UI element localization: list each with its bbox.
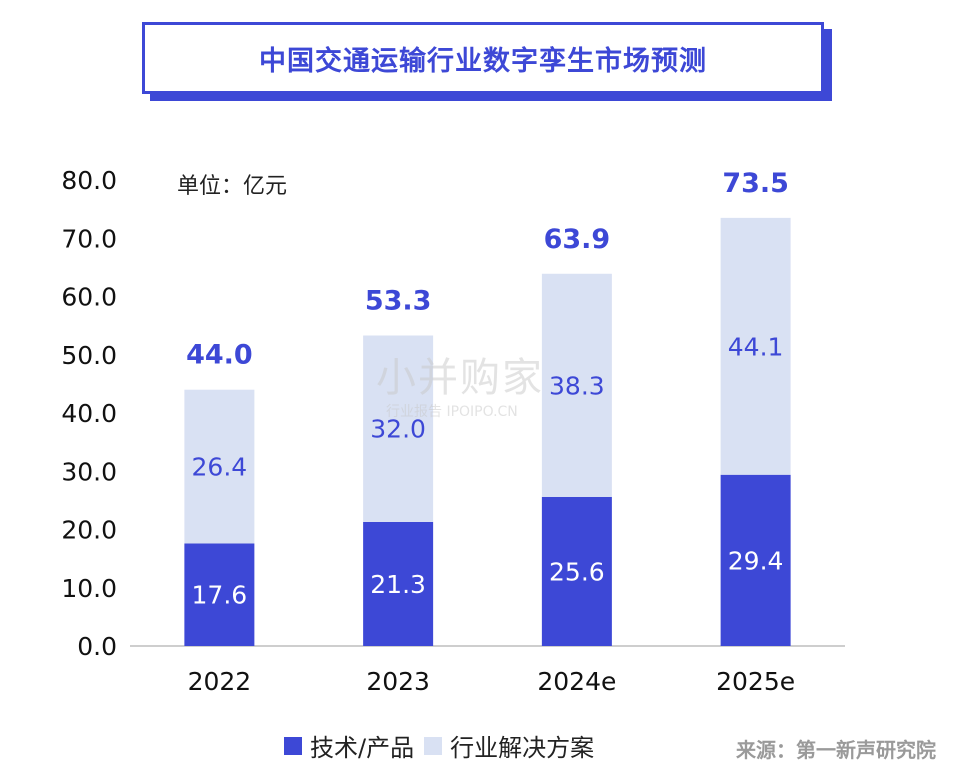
legend-label-tech: 技术/产品 <box>310 734 415 762</box>
y-tick-label: 40.0 <box>61 399 117 428</box>
legend-item-tech: 技术/产品 <box>284 728 414 763</box>
unit-label: 单位：亿元 <box>177 174 288 199</box>
x-tick-label: 2023 <box>366 667 430 696</box>
total-label: 44.0 <box>186 340 253 371</box>
y-tick-label: 60.0 <box>61 283 117 312</box>
legend-label-solution: 行业解决方案 <box>450 734 595 762</box>
bar-tech <box>363 521 434 646</box>
chart-title-box: 中国交通运输行业数字孪生市场预测 <box>142 22 824 94</box>
x-tick-label: 2025e <box>716 667 795 696</box>
bar-tech <box>720 474 791 646</box>
bar-tech <box>184 543 255 646</box>
bar-solution <box>363 335 434 522</box>
y-tick-label: 10.0 <box>61 574 117 603</box>
y-tick-label: 80.0 <box>61 166 117 195</box>
data-label-tech: 17.6 <box>192 581 248 610</box>
legend-swatch-solution <box>424 736 443 755</box>
data-label-solution: 44.1 <box>728 332 784 361</box>
legend: 技术/产品 行业解决方案 <box>284 728 604 763</box>
legend-swatch-tech <box>284 736 302 755</box>
total-label: 63.9 <box>544 224 611 255</box>
x-tick-label: 2024e <box>537 667 616 696</box>
source-note: 来源：第一新声研究院 <box>736 738 936 762</box>
data-label-tech: 21.3 <box>370 570 426 599</box>
data-label-solution: 32.0 <box>370 415 426 444</box>
bar-solution <box>184 389 255 544</box>
y-tick-label: 30.0 <box>61 457 117 486</box>
y-tick-label: 70.0 <box>61 224 117 253</box>
data-label-solution: 26.4 <box>192 453 248 482</box>
y-tick-label: 0.0 <box>77 632 117 661</box>
total-label: 73.5 <box>722 168 789 199</box>
y-tick-label: 50.0 <box>61 341 117 370</box>
legend-item-solution: 行业解决方案 <box>424 728 594 763</box>
x-tick-label: 2022 <box>188 667 252 696</box>
total-label: 53.3 <box>365 286 432 317</box>
data-label-tech: 25.6 <box>549 557 605 586</box>
data-label-solution: 38.3 <box>549 371 605 400</box>
bar-solution <box>720 217 791 475</box>
chart-title: 中国交通运输行业数字孪生市场预测 <box>259 45 707 77</box>
data-label-tech: 29.4 <box>728 546 784 575</box>
bar-tech <box>541 496 612 646</box>
y-tick-label: 20.0 <box>61 516 117 545</box>
bar-solution <box>541 273 612 497</box>
